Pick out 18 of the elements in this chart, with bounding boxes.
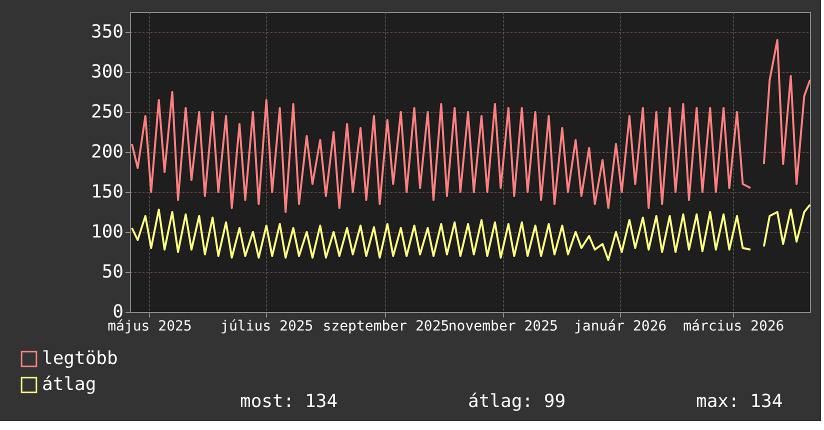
y-tick-label: 200 [90,142,124,162]
x-tick-label: július 2025 [220,318,314,334]
x-tick-label: szeptember 2025 [322,318,450,334]
text: most: 134 [240,391,338,412]
y-tick-label: 300 [90,62,124,82]
y-tick-label: 350 [90,22,124,42]
y-tick-label: 100 [90,222,124,242]
y-tick-label: 150 [90,182,124,202]
x-tick-label: november 2025 [448,318,558,334]
text: max: 134 [696,391,783,412]
x-tick-label: március 2026 [683,318,784,334]
y-tick-label: 250 [90,102,124,122]
legend-label: átlag [42,374,96,395]
y-tick-label: 50 [102,262,124,282]
text: átlag: 99 [468,391,566,412]
x-tick-label: május 2025 [108,318,192,334]
x-tick-label: január 2026 [574,318,667,334]
legend-label: legtöbb [42,348,118,369]
